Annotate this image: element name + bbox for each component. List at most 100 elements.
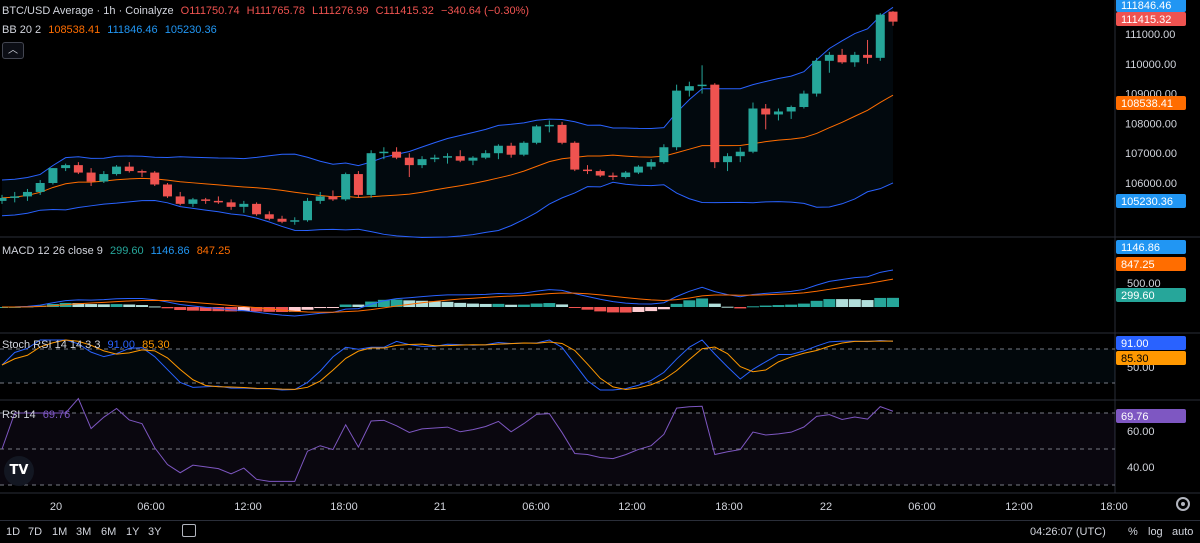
macd-hist-bar [797, 303, 810, 307]
candle-body [175, 196, 185, 204]
rsi-label: RSI 14 [2, 409, 36, 421]
bb-upper-line [1, 6, 894, 181]
ohlc-close: C111415.32 [375, 5, 434, 17]
percent-toggle[interactable]: % [1128, 526, 1138, 538]
macd-hist-bar [721, 306, 734, 308]
macd-hist-bar [377, 299, 390, 307]
last-price-tag: 111415.32 [1121, 14, 1171, 26]
calendar-icon[interactable] [182, 524, 196, 537]
auto-toggle[interactable]: auto [1172, 526, 1194, 538]
candle-body [404, 157, 414, 166]
time-tick-label: 06:00 [137, 501, 165, 513]
macd-hist-bar [734, 307, 747, 309]
stoch-d-line [1, 339, 894, 391]
chevron-up-icon[interactable]: ︿ [2, 42, 24, 59]
range-3y[interactable]: 3Y [148, 526, 162, 538]
candle-body [837, 54, 847, 63]
range-7d[interactable]: 7D [28, 526, 43, 538]
candle-body [544, 124, 554, 127]
log-toggle[interactable]: log [1148, 526, 1163, 538]
candle-body [850, 54, 860, 63]
macd-hist-bar [556, 304, 569, 307]
macd-hist-bar [543, 303, 556, 307]
range-3m[interactable]: 3M [76, 526, 92, 538]
macd-hist-bar [619, 307, 632, 313]
macd-tick-label: 500.00 [1127, 278, 1161, 290]
candle-body [35, 183, 45, 192]
candle-body [888, 11, 898, 22]
bb-basis-price-tag: 108538.41 [1121, 98, 1173, 110]
macd-hist-bar [568, 307, 581, 308]
candle-body [226, 202, 236, 207]
candle-body [773, 111, 783, 115]
candle-body [73, 165, 83, 173]
time-tick-label: 12:00 [234, 501, 262, 513]
candle-body [799, 93, 809, 108]
candle-body [455, 156, 465, 161]
macd-hist-bar [657, 307, 670, 310]
macd-hist-bar [466, 303, 479, 307]
macd-hist-bar [136, 305, 149, 307]
candle-body [824, 54, 834, 61]
time-tick-label: 12:00 [618, 501, 646, 513]
time-tick-label: 20 [50, 501, 62, 513]
macd-hist-bar [276, 307, 289, 313]
macd-hist-bar [326, 307, 339, 308]
stoch-band-fill [0, 349, 1115, 383]
macd-hist-bar [836, 299, 849, 307]
stoch-k-line [1, 339, 894, 391]
candle-body [570, 142, 580, 170]
macd-hist-bar [606, 307, 619, 313]
bb-legend[interactable]: BB 20 2 108538.41 111846.46 105230.36 [2, 23, 221, 37]
settings-icon[interactable] [1176, 497, 1190, 511]
macd-hist-bar [123, 304, 136, 307]
macd-hist-bar [250, 307, 263, 312]
bb-lower-price-tag: 105230.36 [1121, 196, 1173, 208]
candle-body [188, 199, 198, 204]
macd-hist-bar [352, 304, 365, 307]
range-1d[interactable]: 1D [6, 526, 21, 538]
candle-body [150, 172, 160, 185]
macd-hist-bar [97, 304, 110, 307]
utc-clock[interactable]: 04:26:07 (UTC) [1030, 526, 1106, 538]
macd-hist-tag-bg [1116, 288, 1186, 302]
candle-body [61, 165, 71, 169]
candle-body [201, 199, 211, 201]
stoch-k-tag-bg [1116, 336, 1186, 350]
stoch-legend[interactable]: Stoch RSI 14 14 3 3 91.00 85.30 [2, 338, 174, 352]
range-6m[interactable]: 6M [101, 526, 117, 538]
macd-hist-bar [517, 304, 530, 307]
macd-hist-bar [339, 304, 352, 307]
candle-body [302, 200, 312, 221]
macd-hist-bar [772, 305, 785, 307]
candle-body [481, 153, 491, 158]
candle-body [328, 196, 338, 200]
candle-body [315, 196, 325, 201]
macd-line-tag: 1146.86 [1121, 242, 1160, 254]
candle-body [417, 159, 427, 166]
macd-hist-bar [823, 299, 836, 307]
candle-body [710, 84, 720, 163]
macd-hist-bar [848, 299, 861, 307]
candle-body [430, 157, 440, 160]
chart-canvas[interactable]: 111000.00110000.00109000.00108000.001070… [0, 0, 1200, 520]
macd-legend[interactable]: MACD 12 26 close 9 299.60 1146.86 847.25 [2, 244, 234, 258]
macd-hist-bar [683, 300, 696, 307]
macd-hist-bar [301, 307, 314, 310]
macd-hist-bar [212, 307, 225, 312]
candle-body [353, 174, 363, 195]
candle-body [748, 108, 758, 152]
range-1m[interactable]: 1M [52, 526, 68, 538]
macd-signal-tag: 847.25 [1121, 259, 1155, 271]
price-tick-label: 111000.00 [1125, 29, 1175, 41]
rsi-legend[interactable]: RSI 14 69.76 [2, 408, 74, 422]
candle-body [10, 196, 20, 198]
candle-body [124, 166, 134, 172]
macd-hist-bar [0, 307, 8, 308]
macd-signal-line [1, 278, 894, 313]
tradingview-logo[interactable]: TV [4, 456, 34, 486]
range-1y[interactable]: 1Y [126, 526, 140, 538]
candle-body [239, 203, 249, 207]
macd-hist-bar [594, 307, 607, 312]
candle-body [812, 60, 822, 94]
